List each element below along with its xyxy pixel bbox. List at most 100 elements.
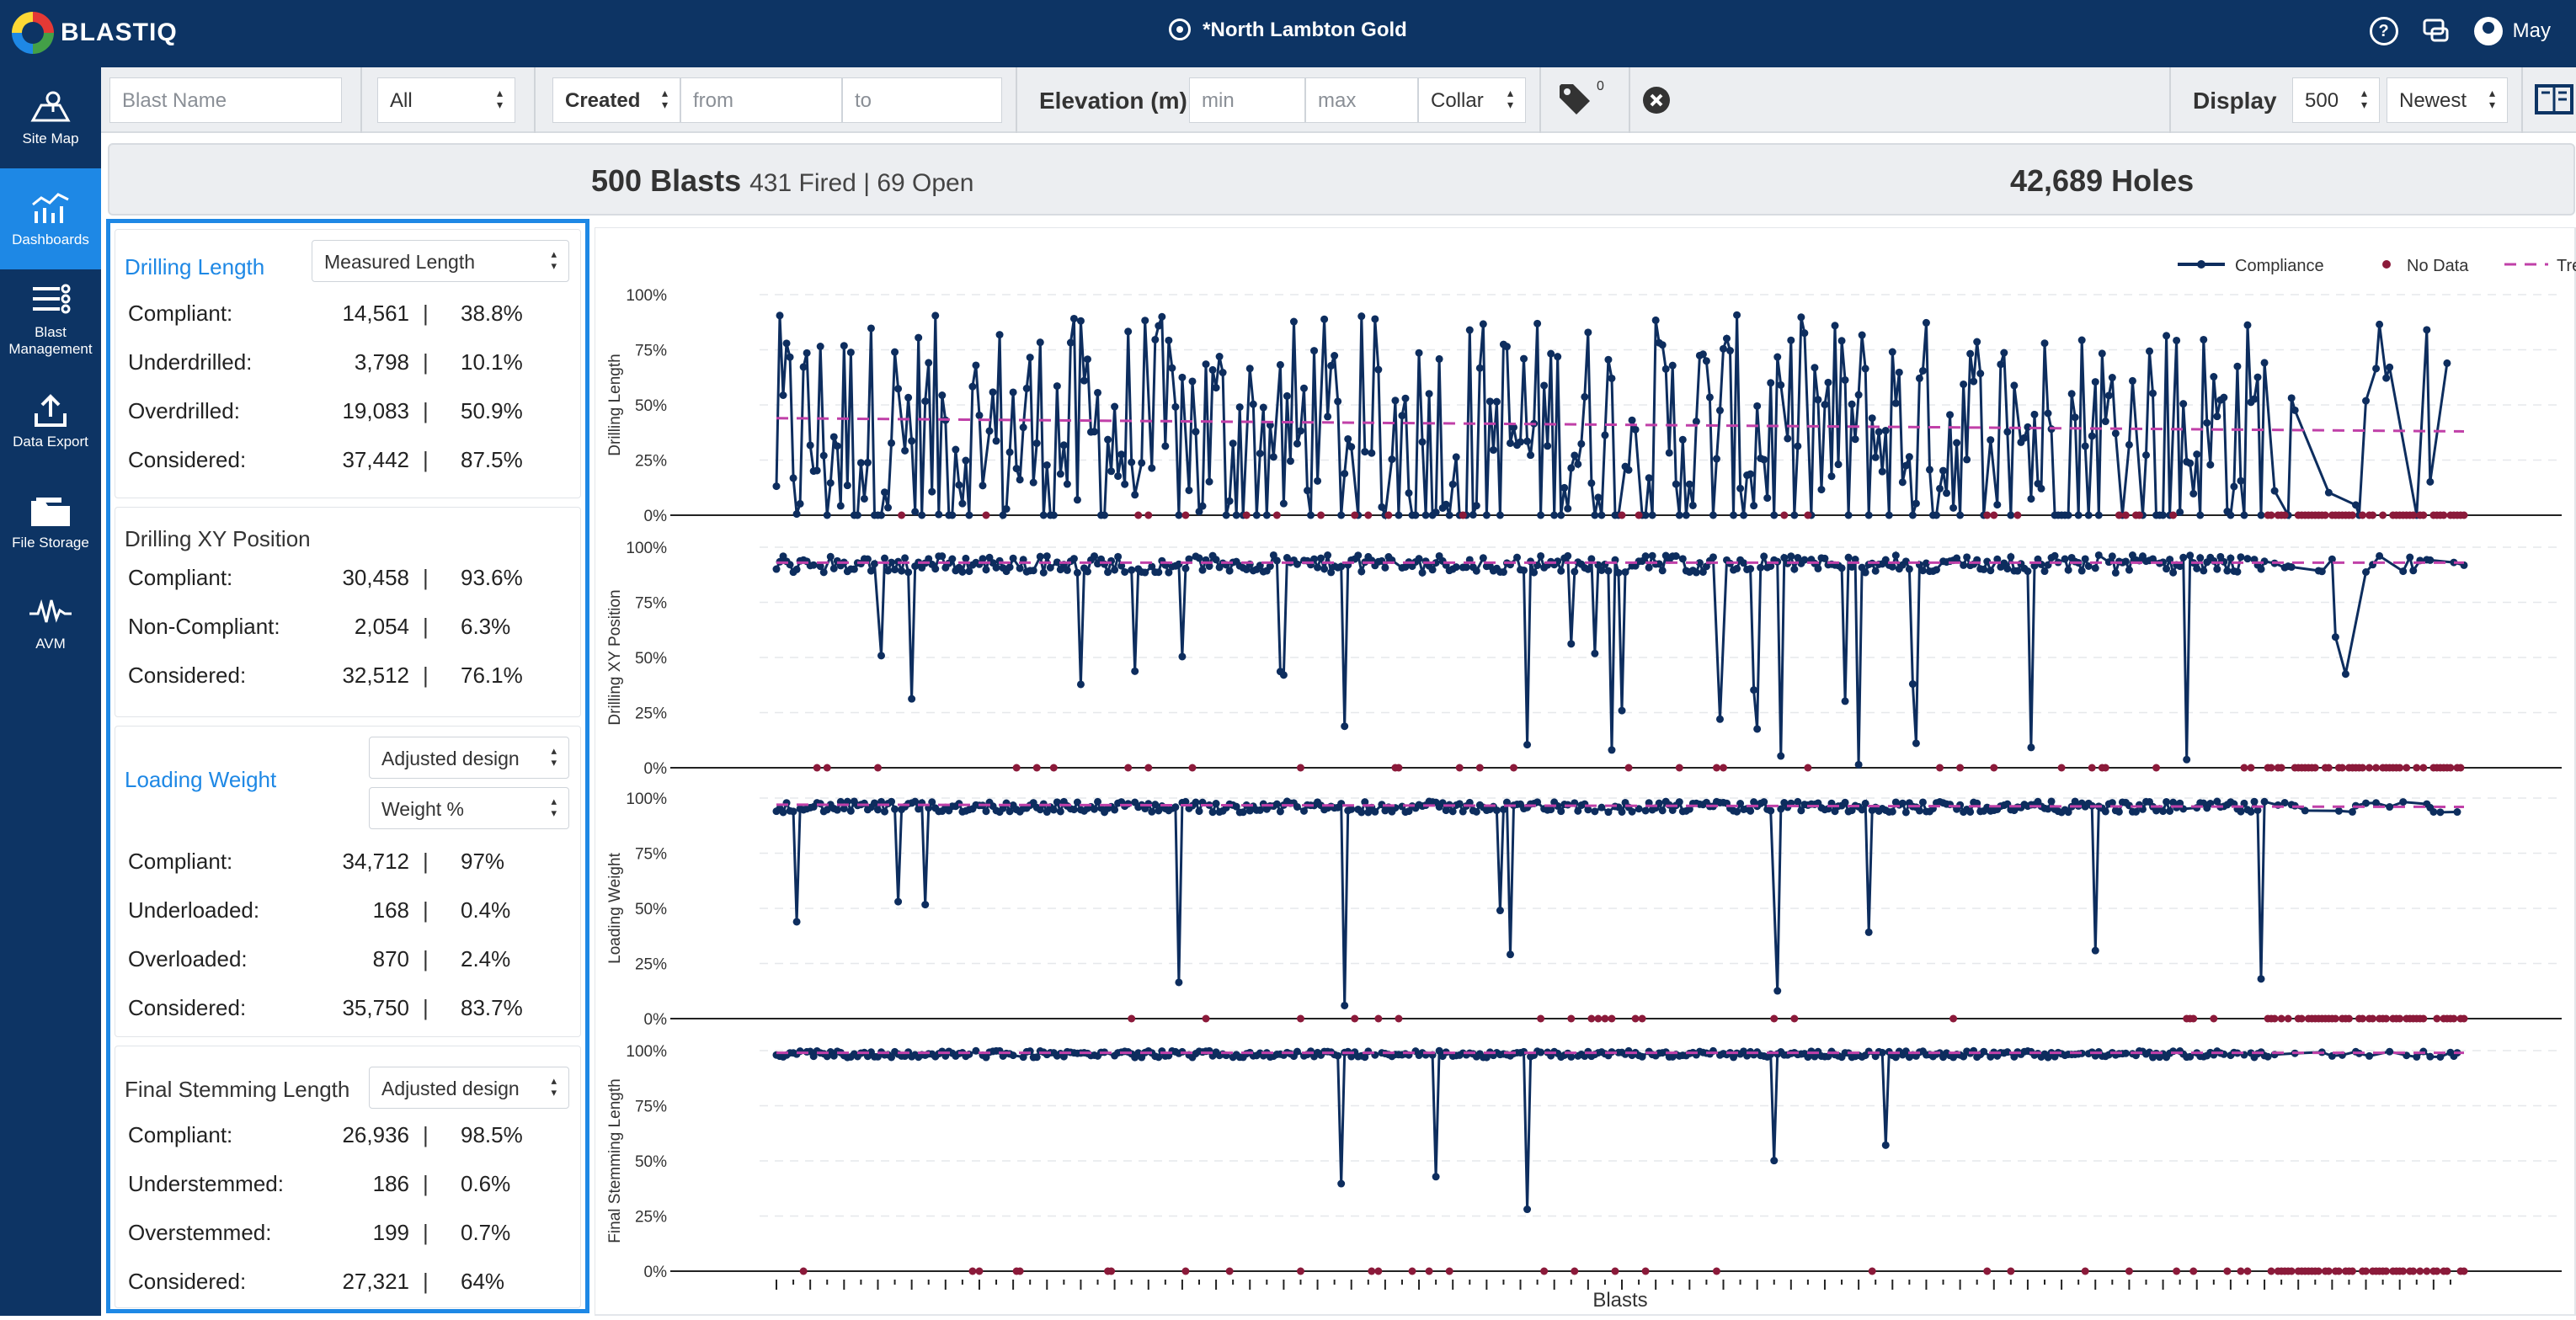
compliance-point xyxy=(1175,978,1183,987)
no-data-point xyxy=(1202,1014,1210,1023)
compliance-point xyxy=(1685,805,1693,813)
compliance-point xyxy=(1983,557,1992,566)
compliance-point xyxy=(1794,797,1802,806)
no-data-point xyxy=(1571,1267,1579,1275)
compliance-point xyxy=(1797,313,1805,322)
compliance-point xyxy=(1401,394,1410,402)
sidebar-item-file-storage[interactable]: File Storage xyxy=(0,471,101,572)
compliance-point xyxy=(1901,461,1910,470)
compliance-point xyxy=(2047,797,2056,806)
compliance-point xyxy=(918,511,926,519)
no-data-point xyxy=(2287,1267,2296,1275)
sidebar-item-data-export[interactable]: Data Export xyxy=(0,370,101,471)
compliance-point xyxy=(833,806,841,814)
compliance-point xyxy=(1472,502,1480,510)
no-data-point xyxy=(2311,764,2319,772)
no-data-point xyxy=(1956,764,1965,772)
sidebar-item-site-map[interactable]: Site Map xyxy=(0,67,101,168)
compliance-point xyxy=(1641,806,1650,815)
compliance-point xyxy=(1334,397,1342,406)
compliance-point xyxy=(1841,697,1849,705)
compliance-point xyxy=(803,349,811,357)
brand[interactable]: BLASTIQ xyxy=(12,12,178,54)
compliance-point xyxy=(2413,1052,2421,1061)
no-data-point xyxy=(2270,1014,2279,1023)
compliance-point xyxy=(2386,363,2394,371)
sidebar-item-avm[interactable]: AVM xyxy=(0,572,101,673)
no-data-point xyxy=(2399,1267,2408,1275)
compliance-point xyxy=(2067,390,2076,398)
no-data-point xyxy=(1990,511,1998,519)
compliance-point xyxy=(2372,365,2381,373)
drilling-length-measure-select[interactable]: Measured Length xyxy=(312,240,569,282)
compliance-point xyxy=(1918,798,1927,806)
no-data-point xyxy=(1475,764,1484,772)
clear-filters-icon[interactable] xyxy=(1642,86,1671,114)
loading-weight-title[interactable]: Loading Weight xyxy=(125,767,277,792)
compliance-point xyxy=(972,361,980,370)
compliance-point xyxy=(911,797,920,806)
status-select[interactable]: All xyxy=(377,77,515,123)
chat-support-icon[interactable] xyxy=(2422,17,2451,45)
compliance-point xyxy=(772,565,781,573)
no-data-point xyxy=(2057,764,2066,772)
compliance-point xyxy=(1256,450,1264,458)
no-data-point xyxy=(2409,511,2418,519)
compliance-point xyxy=(870,560,878,568)
date-field-select[interactable]: Created xyxy=(552,77,680,123)
stat-row: Non-Compliant: 2,054 | 6.3% xyxy=(128,614,511,639)
compliance-point xyxy=(915,805,923,813)
compliance-point xyxy=(1966,807,1975,816)
compliance-point xyxy=(884,503,893,512)
sidebar-item-blast-management[interactable]: Blast Management xyxy=(0,269,101,370)
compliance-point xyxy=(1834,460,1843,469)
compliance-point xyxy=(1448,807,1457,816)
compliance-point xyxy=(877,511,885,519)
report-book-icon[interactable] xyxy=(2535,82,2573,116)
sidebar-item-dashboards[interactable]: Dashboards xyxy=(0,168,101,269)
loading-weight-basis-select[interactable]: Adjusted design xyxy=(369,737,569,779)
compliance-point xyxy=(2220,393,2228,402)
compliance-point xyxy=(1388,455,1396,464)
compliance-point xyxy=(1976,370,1985,378)
no-data-point xyxy=(1990,764,1998,772)
legend-label-compliance: Compliance xyxy=(2235,257,2324,275)
elevation-max-input[interactable]: max xyxy=(1305,77,1418,123)
compliance-point xyxy=(1678,555,1687,563)
elevation-min-input[interactable]: min xyxy=(1189,77,1305,123)
help-icon[interactable]: ? xyxy=(2369,17,2398,45)
drilling-length-title[interactable]: Drilling Length xyxy=(125,254,265,279)
compliance-point xyxy=(2091,378,2099,386)
compliance-point xyxy=(2125,440,2133,449)
elevation-ref-select[interactable]: Collar xyxy=(1418,77,1526,123)
no-data-point xyxy=(2338,764,2346,772)
loading-weight-unit-select[interactable]: Weight % xyxy=(369,787,569,829)
blast-summary: 500 Blasts 431 Fired | 69 Open xyxy=(591,163,973,199)
tags-filter[interactable]: 0 xyxy=(1556,79,1604,122)
no-data-point xyxy=(1425,1267,1433,1275)
user-menu[interactable]: May xyxy=(2473,17,2551,45)
no-data-point xyxy=(2152,764,2161,772)
compliance-point xyxy=(1864,511,1873,519)
no-data-point xyxy=(2081,1267,2089,1275)
date-to-input[interactable]: to xyxy=(842,77,1002,123)
compliance-point xyxy=(931,565,940,573)
stemming-basis-select[interactable]: Adjusted design xyxy=(369,1067,569,1109)
no-data-point xyxy=(2362,1267,2371,1275)
blast-name-input[interactable]: Blast Name xyxy=(109,77,342,123)
compliance-point xyxy=(1117,450,1126,459)
y-tick-label: 100% xyxy=(626,540,667,557)
sort-select[interactable]: Newest xyxy=(2387,77,2508,123)
compliance-point xyxy=(1479,320,1487,328)
compliance-point xyxy=(1767,806,1775,815)
stat-row: Considered: 35,750 | 83.7% xyxy=(128,995,523,1020)
date-from-input[interactable]: from xyxy=(680,77,842,123)
compliance-point xyxy=(1858,331,1866,339)
no-data-point xyxy=(2284,1014,2292,1023)
no-data-point xyxy=(2382,1014,2391,1023)
compliance-point xyxy=(2176,562,2184,571)
sidebar-label: Dashboards xyxy=(12,232,89,248)
compliance-point xyxy=(1963,455,1971,464)
site-selector[interactable]: *North Lambton Gold xyxy=(0,19,2576,42)
display-count-select[interactable]: 500 xyxy=(2292,77,2380,123)
